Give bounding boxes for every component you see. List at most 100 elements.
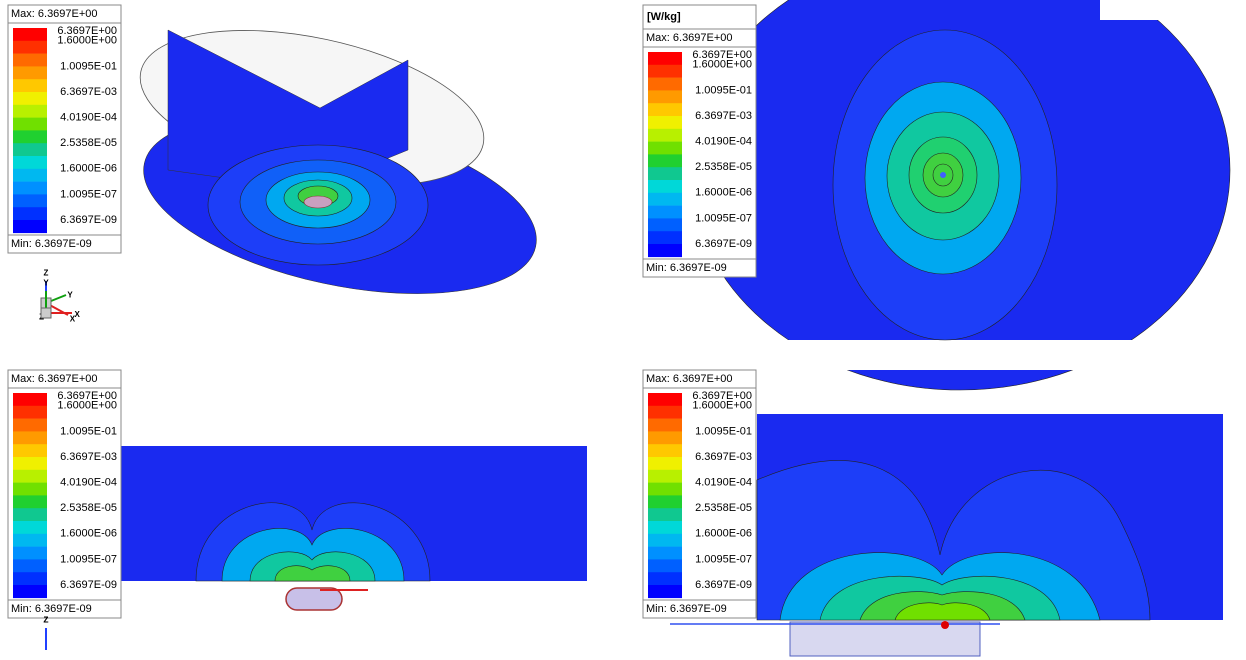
legend-max: Max: 6.3697E+00 [11, 8, 98, 20]
legend: Max: 6.3697E+006.3697E+001.6000E+001.009… [643, 370, 756, 618]
legend-label: 4.0190E-04 [60, 112, 117, 124]
legend-min: Min: 6.3697E-09 [646, 262, 727, 274]
legend-band [648, 457, 682, 470]
legend-label: 6.3697E-03 [60, 451, 117, 463]
legend-band [648, 534, 682, 547]
legend-label: 2.5358E-05 [695, 161, 752, 173]
legend-band [648, 244, 682, 257]
legend-band [13, 79, 47, 92]
legend-band [648, 52, 682, 65]
view-3d [126, 3, 552, 325]
legend-band [648, 218, 682, 231]
legend-band [13, 92, 47, 105]
legend-band [13, 470, 47, 483]
legend-band [13, 585, 47, 598]
legend-band [648, 167, 682, 180]
legend-label: 6.3697E-03 [695, 110, 752, 122]
legend-band [13, 105, 47, 118]
legend-band [13, 28, 47, 41]
legend-label: 1.0095E-01 [60, 425, 117, 437]
legend-label: 4.0190E-04 [695, 477, 752, 489]
legend-max: Max: 6.3697E+00 [11, 373, 98, 385]
legend-band [648, 444, 682, 457]
legend-band [648, 495, 682, 508]
legend-band [13, 431, 47, 444]
legend-band [13, 559, 47, 572]
legend-label: 4.0190E-04 [60, 477, 117, 489]
legend-band [13, 182, 47, 195]
legend-band [13, 419, 47, 432]
legend-band [13, 508, 47, 521]
legend-label: 1.0095E-01 [695, 84, 752, 96]
legend-label: 2.5358E-05 [60, 502, 117, 514]
legend-min: Min: 6.3697E-09 [646, 603, 727, 615]
legend-band [648, 431, 682, 444]
legend-band [648, 129, 682, 142]
legend-band [648, 231, 682, 244]
legend-label: 1.0095E-07 [695, 212, 752, 224]
legend-label: 1.0095E-07 [60, 188, 117, 200]
legend-band [13, 66, 47, 79]
axis-cube [41, 308, 51, 318]
legend-band [13, 444, 47, 457]
axis-label: Z [44, 616, 49, 625]
legend-band [13, 393, 47, 406]
legend-unit: [W/kg] [647, 11, 681, 23]
legend-label: 1.6000E+00 [692, 400, 752, 412]
legend-band [648, 193, 682, 206]
legend-band [648, 508, 682, 521]
legend-label: 1.0095E-07 [695, 553, 752, 565]
legend-label: 6.3697E-03 [695, 451, 752, 463]
legend-band [648, 406, 682, 419]
legend-band [648, 470, 682, 483]
legend-band [648, 521, 682, 534]
legend-label: 1.6000E+00 [57, 400, 117, 412]
legend-band [13, 194, 47, 207]
legend-band [13, 169, 47, 182]
legend-label: 1.6000E+00 [692, 59, 752, 71]
legend-band [13, 118, 47, 131]
axis-label: Y [43, 279, 49, 288]
legend-band [13, 534, 47, 547]
legend-band [648, 180, 682, 193]
legend: Max: 6.3697E+006.3697E+001.6000E+001.009… [8, 5, 121, 253]
legend-band [648, 585, 682, 598]
legend-band [648, 206, 682, 219]
legend-band [648, 547, 682, 560]
axis-label: Z [44, 269, 49, 278]
legend: [W/kg]Max: 6.3697E+006.3697E+001.6000E+0… [643, 5, 756, 277]
screen: Max: 6.3697E+006.3697E+001.6000E+001.009… [0, 0, 1246, 660]
legend-band [13, 207, 47, 220]
legend-label: 1.6000E-06 [695, 187, 752, 199]
legend-band [648, 142, 682, 155]
legend-max: Max: 6.3697E+00 [646, 32, 733, 44]
legend-band [13, 54, 47, 67]
legend-band [648, 559, 682, 572]
legend-band [648, 572, 682, 585]
legend-label: 1.0095E-07 [60, 553, 117, 565]
legend-band [648, 154, 682, 167]
legend-label: 6.3697E-09 [60, 214, 117, 226]
legend-band [13, 130, 47, 143]
legend-label: 1.6000E-06 [60, 528, 117, 540]
legend-band [648, 483, 682, 496]
legend-label: 6.3697E-09 [60, 579, 117, 591]
legend-max: Max: 6.3697E+00 [646, 373, 733, 385]
legend-band [13, 457, 47, 470]
legend-band [13, 521, 47, 534]
legend-band [13, 156, 47, 169]
legend-label: 1.6000E-06 [60, 163, 117, 175]
legend-label: 6.3697E-09 [695, 579, 752, 591]
axis-label: Y [67, 291, 73, 300]
legend-band [648, 116, 682, 129]
legend-label: 1.6000E+00 [57, 35, 117, 47]
axis-triad: Z [44, 616, 49, 650]
legend-label: 1.0095E-01 [695, 425, 752, 437]
legend-band [648, 419, 682, 432]
legend-label: 2.5358E-05 [60, 137, 117, 149]
legend-label: 1.6000E-06 [695, 528, 752, 540]
legend-min: Min: 6.3697E-09 [11, 238, 92, 250]
legend-label: 6.3697E-09 [695, 238, 752, 250]
view-side-1 [121, 446, 587, 610]
legend-band [13, 572, 47, 585]
